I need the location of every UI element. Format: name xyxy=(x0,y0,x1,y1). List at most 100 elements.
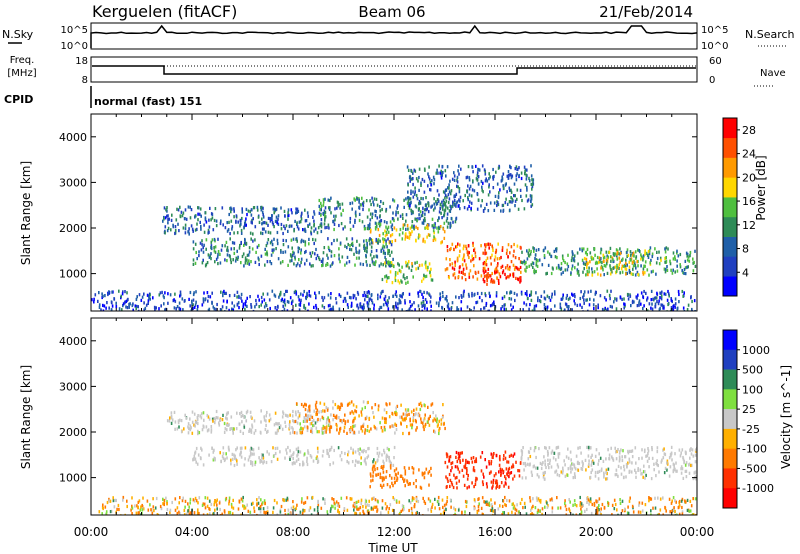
heatmap-cell xyxy=(387,230,390,234)
heatmap-cell xyxy=(659,497,662,501)
heatmap-cell xyxy=(567,264,570,269)
heatmap-cell xyxy=(411,262,413,266)
heatmap-cell xyxy=(427,471,430,475)
heatmap-cell xyxy=(529,293,531,297)
heatmap-cell xyxy=(167,292,169,296)
heatmap-cell xyxy=(380,291,382,295)
heatmap-cell xyxy=(690,452,693,456)
heatmap-cell xyxy=(598,508,600,512)
heatmap-cell xyxy=(691,463,693,467)
heatmap-cell xyxy=(185,512,188,515)
heatmap-cell xyxy=(397,279,399,283)
heatmap-cell xyxy=(450,462,452,466)
heatmap-cell xyxy=(420,404,423,408)
heatmap-cell xyxy=(149,293,151,297)
heatmap-cell xyxy=(485,259,487,263)
heatmap-cell xyxy=(507,176,510,180)
heatmap-cell xyxy=(453,473,455,477)
heatmap-cell xyxy=(178,510,180,514)
heatmap-cell xyxy=(656,300,658,304)
heatmap-cell xyxy=(349,216,352,221)
heatmap-cell xyxy=(391,227,394,232)
heatmap-cell xyxy=(260,231,262,235)
heatmap-cell xyxy=(600,513,602,515)
heatmap-cell xyxy=(110,308,113,311)
heatmap-cell xyxy=(238,294,240,298)
heatmap-cell xyxy=(537,497,540,501)
heatmap-cell xyxy=(192,292,195,297)
heatmap-cell xyxy=(256,503,258,507)
heatmap-cell xyxy=(170,421,173,425)
heatmap-cell xyxy=(646,268,649,272)
heatmap-cell xyxy=(618,459,621,463)
heatmap-cell xyxy=(466,250,469,254)
heatmap-cell xyxy=(321,260,324,264)
heatmap-cell xyxy=(513,504,516,508)
heatmap-cell xyxy=(500,307,502,311)
heatmap-cell xyxy=(317,226,320,230)
heatmap-cell xyxy=(330,250,333,254)
heatmap-cell xyxy=(365,462,367,466)
heatmap-cell xyxy=(540,294,543,298)
heatmap-cell xyxy=(557,465,560,469)
heatmap-cell xyxy=(254,429,257,433)
heatmap-cell xyxy=(363,243,366,247)
heatmap-cell xyxy=(207,415,210,419)
heatmap-cell xyxy=(611,503,614,507)
heatmap-cell xyxy=(494,270,496,274)
heatmap-cell xyxy=(191,302,193,306)
heatmap-cell xyxy=(401,508,404,512)
heatmap-cell xyxy=(504,272,506,276)
heatmap-cell xyxy=(418,188,420,192)
heatmap-cell xyxy=(424,275,426,279)
heatmap-cell xyxy=(222,413,224,417)
heatmap-cell xyxy=(611,305,613,309)
heatmap-cell xyxy=(665,509,667,513)
heatmap-cell xyxy=(260,208,263,212)
heatmap-cell xyxy=(307,449,309,453)
heatmap-cell xyxy=(564,302,567,306)
heatmap-cell xyxy=(253,431,256,435)
heatmap-cell xyxy=(373,496,375,500)
heatmap-cell xyxy=(328,308,331,311)
heatmap-cell xyxy=(382,467,384,471)
heatmap-cell xyxy=(657,496,659,500)
heatmap-cell xyxy=(342,208,344,212)
heatmap-cell xyxy=(626,465,628,469)
heatmap-cell xyxy=(518,276,521,280)
heatmap-cell xyxy=(206,496,209,500)
heatmap-cell xyxy=(489,274,492,278)
heatmap-cell xyxy=(543,248,545,252)
heatmap-cell xyxy=(200,214,202,218)
heatmap-cell xyxy=(429,180,432,184)
heatmap-cell xyxy=(184,499,187,503)
heatmap-cell xyxy=(692,497,694,501)
heatmap-cell xyxy=(597,462,599,466)
heatmap-cell xyxy=(275,421,277,426)
heatmap-cell xyxy=(367,400,369,404)
heatmap-cell xyxy=(190,208,193,212)
heatmap-cell xyxy=(296,454,298,458)
heatmap-cell xyxy=(385,507,388,511)
heatmap-cell xyxy=(453,178,456,182)
heatmap-cell xyxy=(529,252,532,256)
heatmap-cell xyxy=(382,303,385,307)
heatmap-cell xyxy=(242,495,244,500)
heatmap-cell xyxy=(450,307,452,311)
heatmap-cell xyxy=(643,304,645,308)
heatmap-cell xyxy=(270,262,273,266)
heatmap-cell xyxy=(252,501,254,505)
heatmap-cell xyxy=(557,263,560,268)
heatmap-cell xyxy=(386,276,389,280)
heatmap-cell xyxy=(587,309,589,311)
heatmap-cell xyxy=(243,243,245,247)
heatmap-cell xyxy=(476,477,478,481)
heatmap-cell xyxy=(439,297,441,301)
heatmap-cell xyxy=(609,297,611,301)
heatmap-cell xyxy=(455,450,458,455)
heatmap-cell xyxy=(531,473,533,477)
heatmap-cell xyxy=(409,501,412,505)
heatmap-cell xyxy=(590,463,593,467)
heatmap-cell xyxy=(508,186,511,190)
heatmap-cell xyxy=(530,164,532,168)
